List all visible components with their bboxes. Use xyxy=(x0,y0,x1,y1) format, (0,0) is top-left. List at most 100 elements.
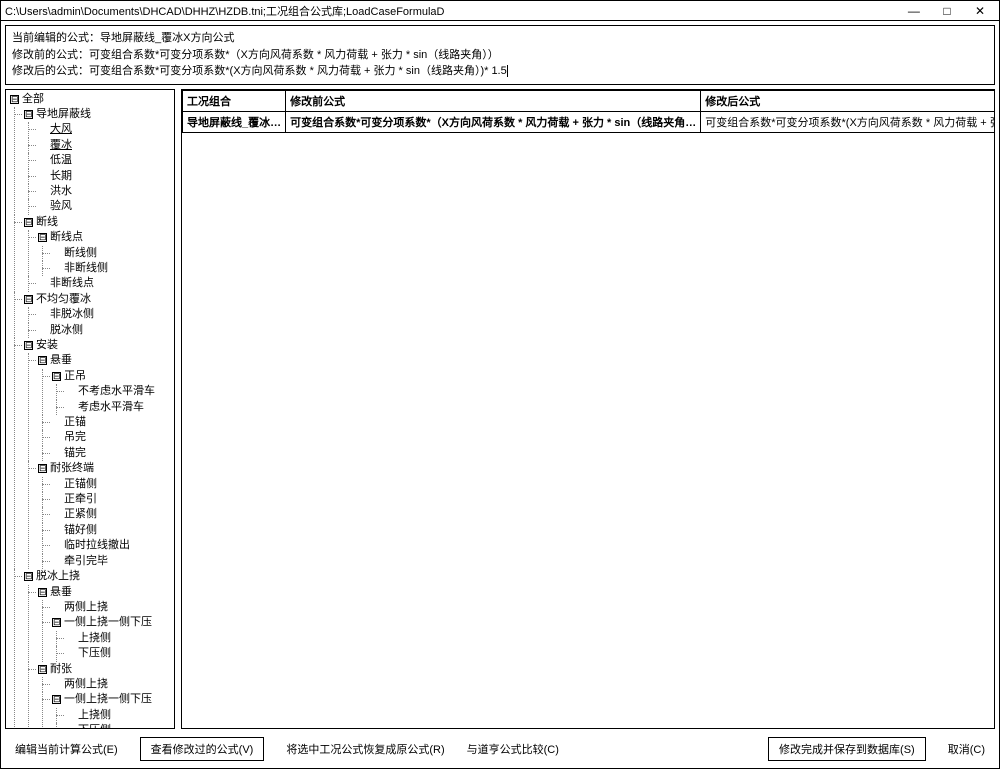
info-value: 可变组合系数*可变分项系数*（X方向风荷系数 * 风力荷载 + 张力 * sin… xyxy=(89,49,499,61)
expand-toggle-icon[interactable]: ⊟ xyxy=(24,572,33,581)
restore-original-button[interactable]: 将选中工况公式恢复成原公式(R) xyxy=(286,741,444,757)
tree-node[interactable]: 验风 xyxy=(38,199,174,214)
table-cell: 可变组合系数*可变分项系数*(X方向风荷系数 * 风力荷载 + 张力 * sin… xyxy=(701,111,995,132)
minimize-icon[interactable]: — xyxy=(899,4,929,18)
expand-toggle-icon[interactable]: ⊟ xyxy=(10,95,19,104)
tree-node[interactable]: 锚好侧 xyxy=(52,523,174,538)
info-value-editable[interactable]: 可变组合系数*可变分项系数*(X方向风荷系数 * 风力荷载 + 张力 * sin… xyxy=(89,65,508,77)
window-title: C:\Users\admin\Documents\DHCAD\DHHZ\HZDB… xyxy=(5,3,444,19)
expand-toggle-icon[interactable]: ⊟ xyxy=(52,695,61,704)
tree-node[interactable]: ⊟耐张两侧上挠⊟一侧上挠一侧下压上挠侧下压侧 xyxy=(38,662,174,729)
tree-node[interactable]: 正牵引 xyxy=(52,492,174,507)
tree-node[interactable]: 临时拉线撤出 xyxy=(52,538,174,553)
expand-toggle-icon[interactable]: ⊟ xyxy=(38,356,47,365)
tree-label: 正吊 xyxy=(64,370,86,382)
info-value: 导地屏蔽线_覆冰X方向公式 xyxy=(100,32,234,44)
tree-label: 牵引完毕 xyxy=(64,555,108,567)
tree-label: 全部 xyxy=(22,93,44,105)
compare-button[interactable]: 与道亨公式比较(C) xyxy=(467,741,559,757)
tree-label: 一侧上挠一侧下压 xyxy=(64,693,152,705)
tree-label: 耐张 xyxy=(50,663,72,675)
tree-node[interactable]: 两侧上挠 xyxy=(52,677,174,692)
tree-node[interactable]: ⊟断线⊟断线点断线侧非断线侧非断线点 xyxy=(24,215,174,292)
tree-node[interactable]: ⊟断线点断线侧非断线侧 xyxy=(38,230,174,276)
tree-view[interactable]: ⊟全部⊟导地屏蔽线大风覆冰低温长期洪水验风⊟断线⊟断线点断线侧非断线侧非断线点⊟… xyxy=(6,92,174,729)
tree-node[interactable]: 大风 xyxy=(38,122,174,137)
tree-node[interactable]: 下压侧 xyxy=(66,646,174,661)
tree-label: 上挠侧 xyxy=(78,709,111,721)
expand-toggle-icon[interactable]: ⊟ xyxy=(38,233,47,242)
tree-label: 长期 xyxy=(50,170,72,182)
tree-node[interactable]: 低温 xyxy=(38,153,174,168)
tree-node[interactable]: ⊟耐张终端正锚侧正牵引正紧侧锚好侧临时拉线撤出牵引完毕 xyxy=(38,461,174,569)
tree-node[interactable]: 下压侧 xyxy=(66,723,174,728)
tree-node[interactable]: 正紧侧 xyxy=(52,507,174,522)
tree-node[interactable]: ⊟脱冰上挠⊟悬垂两侧上挠⊟一侧上挠一侧下压上挠侧下压侧⊟耐张两侧上挠⊟一侧上挠一… xyxy=(24,569,174,728)
tree-node[interactable]: ⊟正吊不考虑水平滑车考虑水平滑车 xyxy=(52,369,174,415)
tree-label: 锚完 xyxy=(64,447,86,459)
table-row[interactable]: 导地屏蔽线_覆冰… 可变组合系数*可变分项系数*（X方向风荷系数 * 风力荷载 … xyxy=(183,111,996,132)
cancel-button[interactable]: 取消(C) xyxy=(948,741,985,757)
tree-node[interactable]: 牵引完毕 xyxy=(52,554,174,569)
tree-label: 验风 xyxy=(50,200,72,212)
tree-node[interactable]: 非断线侧 xyxy=(52,261,174,276)
footer-toolbar: 编辑当前计算公式(E) 查看修改过的公式(V) 将选中工况公式恢复成原公式(R)… xyxy=(1,729,999,769)
tree-node[interactable]: 锚完 xyxy=(52,446,174,461)
maximize-icon[interactable]: □ xyxy=(932,4,962,18)
tree-node[interactable]: ⊟悬垂两侧上挠⊟一侧上挠一侧下压上挠侧下压侧 xyxy=(38,585,174,662)
edit-formula-button[interactable]: 编辑当前计算公式(E) xyxy=(15,741,118,757)
tree-label: 两侧上挠 xyxy=(64,678,108,690)
tree-node[interactable]: 脱冰侧 xyxy=(38,323,174,338)
expand-toggle-icon[interactable]: ⊟ xyxy=(24,295,33,304)
tree-label: 非断线点 xyxy=(50,277,94,289)
tree-label: 一侧上挠一侧下压 xyxy=(64,616,152,628)
tree-label: 不均匀覆冰 xyxy=(36,293,91,305)
tree-node[interactable]: 正锚侧 xyxy=(52,477,174,492)
tree-label: 下压侧 xyxy=(78,724,111,728)
tree-node[interactable]: ⊟导地屏蔽线大风覆冰低温长期洪水验风 xyxy=(24,107,174,215)
tree-node[interactable]: 覆冰 xyxy=(38,138,174,153)
tree-label: 洪水 xyxy=(50,185,72,197)
tree-label: 不考虑水平滑车 xyxy=(78,385,155,397)
tree-node[interactable]: ⊟不均匀覆冰非脱冰侧脱冰侧 xyxy=(24,292,174,338)
tree-node[interactable]: 不考虑水平滑车 xyxy=(66,384,174,399)
save-button[interactable]: 修改完成并保存到数据库(S) xyxy=(768,737,926,761)
tree-node[interactable]: 上挠侧 xyxy=(66,631,174,646)
expand-toggle-icon[interactable]: ⊟ xyxy=(52,618,61,627)
tree-node[interactable]: 考虑水平滑车 xyxy=(66,400,174,415)
expand-toggle-icon[interactable]: ⊟ xyxy=(38,464,47,473)
expand-toggle-icon[interactable]: ⊟ xyxy=(24,341,33,350)
tree-node[interactable]: 洪水 xyxy=(38,184,174,199)
table-header[interactable]: 修改前公式 xyxy=(286,90,701,111)
table-header[interactable]: 工况组合 xyxy=(183,90,286,111)
info-label: 当前编辑的公式： xyxy=(12,32,100,44)
tree-node[interactable]: 非脱冰侧 xyxy=(38,307,174,322)
tree-node[interactable]: 正锚 xyxy=(52,415,174,430)
expand-toggle-icon[interactable]: ⊟ xyxy=(24,218,33,227)
tree-node[interactable]: ⊟一侧上挠一侧下压上挠侧下压侧 xyxy=(52,615,174,661)
view-modified-button[interactable]: 查看修改过的公式(V) xyxy=(140,737,265,761)
tree-label: 脱冰侧 xyxy=(50,324,83,336)
tree-node[interactable]: 上挠侧 xyxy=(66,708,174,723)
tree-node[interactable]: ⊟一侧上挠一侧下压上挠侧下压侧 xyxy=(52,692,174,728)
tree-label: 覆冰 xyxy=(50,139,72,151)
tree-node[interactable]: 非断线点 xyxy=(38,276,174,291)
tree-node[interactable]: 两侧上挠 xyxy=(52,600,174,615)
tree-label: 悬垂 xyxy=(50,586,72,598)
tree-node[interactable]: ⊟悬垂⊟正吊不考虑水平滑车考虑水平滑车正锚吊完锚完 xyxy=(38,353,174,461)
tree-node[interactable]: ⊟全部⊟导地屏蔽线大风覆冰低温长期洪水验风⊟断线⊟断线点断线侧非断线侧非断线点⊟… xyxy=(10,92,174,729)
tree-label: 两侧上挠 xyxy=(64,601,108,613)
tree-label: 正锚 xyxy=(64,416,86,428)
tree-label: 临时拉线撤出 xyxy=(64,539,130,551)
titlebar: C:\Users\admin\Documents\DHCAD\DHHZ\HZDB… xyxy=(1,1,999,21)
tree-node[interactable]: 断线侧 xyxy=(52,246,174,261)
expand-toggle-icon[interactable]: ⊟ xyxy=(24,110,33,119)
tree-node[interactable]: ⊟安装⊟悬垂⊟正吊不考虑水平滑车考虑水平滑车正锚吊完锚完⊟耐张终端正锚侧正牵引正… xyxy=(24,338,174,569)
expand-toggle-icon[interactable]: ⊟ xyxy=(52,372,61,381)
expand-toggle-icon[interactable]: ⊟ xyxy=(38,588,47,597)
expand-toggle-icon[interactable]: ⊟ xyxy=(38,665,47,674)
tree-node[interactable]: 长期 xyxy=(38,169,174,184)
tree-node[interactable]: 吊完 xyxy=(52,430,174,445)
table-header[interactable]: 修改后公式 xyxy=(701,90,995,111)
close-icon[interactable]: ✕ xyxy=(965,4,995,18)
